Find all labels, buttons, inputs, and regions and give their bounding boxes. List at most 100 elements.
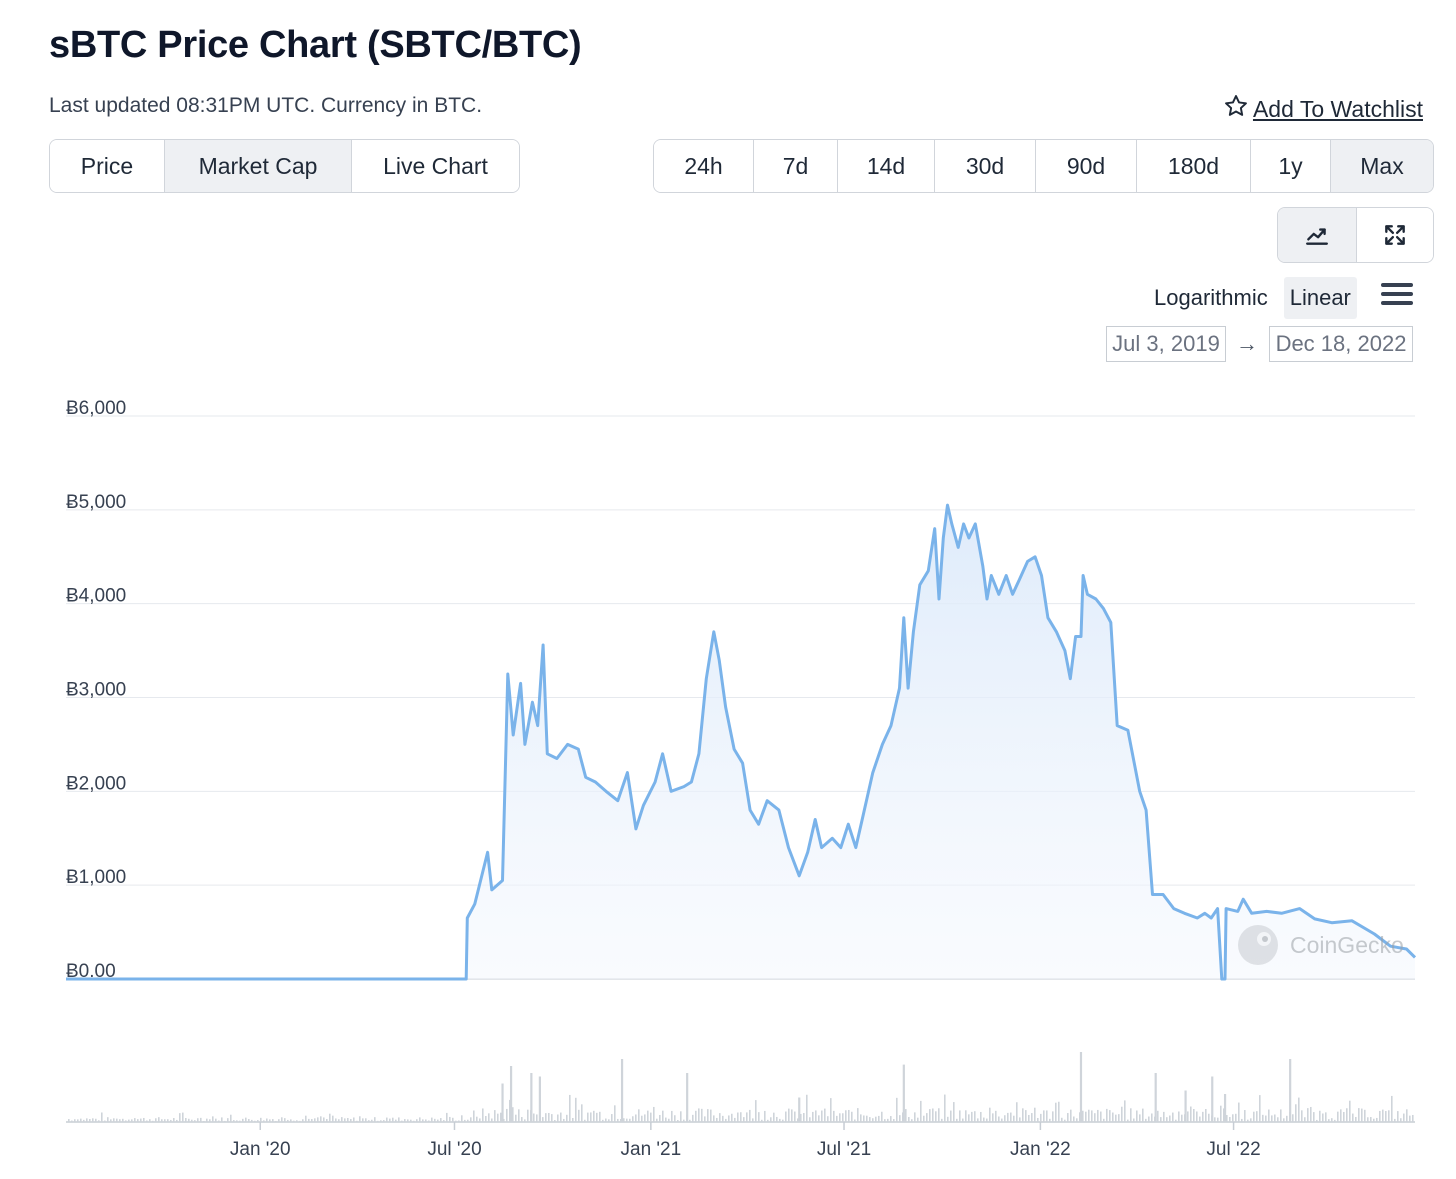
volume-bar <box>320 1116 322 1122</box>
volume-bar <box>1304 1117 1306 1122</box>
volume-bar <box>986 1118 988 1122</box>
volume-bar <box>377 1120 379 1122</box>
volume-bar <box>1196 1111 1198 1122</box>
range-7d[interactable]: 7d <box>754 140 838 192</box>
volume-bar <box>1079 1112 1081 1122</box>
volume-bar <box>1316 1119 1318 1122</box>
volume-bar <box>416 1119 418 1122</box>
range-24h[interactable]: 24h <box>654 140 754 192</box>
volume-bar <box>1349 1100 1351 1122</box>
volume-bar <box>308 1118 310 1122</box>
volume-bar <box>935 1111 937 1122</box>
volume-bar <box>248 1119 250 1122</box>
volume-bar <box>338 1119 340 1122</box>
volume-bar <box>704 1116 706 1122</box>
date-from-input[interactable]: Jul 3, 2019 <box>1106 326 1226 362</box>
tab-market-cap[interactable]: Market Cap <box>165 140 352 192</box>
range-1y[interactable]: 1y <box>1251 140 1331 192</box>
volume-bar <box>1187 1111 1189 1122</box>
volume-bar <box>254 1120 256 1122</box>
volume-bar <box>1238 1102 1240 1122</box>
volume-bar <box>1001 1118 1003 1122</box>
range-max[interactable]: Max <box>1331 140 1433 192</box>
volume-spike <box>1211 1076 1214 1122</box>
volume-bar <box>497 1113 499 1122</box>
volume-bar <box>995 1110 997 1122</box>
volume-bar <box>1217 1117 1219 1122</box>
volume-bar <box>425 1119 427 1122</box>
volume-bar <box>518 1109 520 1122</box>
volume-spike <box>1154 1073 1157 1122</box>
volume-bar <box>548 1112 550 1122</box>
volume-bar <box>1049 1118 1051 1122</box>
volume-bar <box>785 1111 787 1122</box>
date-to-input[interactable]: Dec 18, 2022 <box>1269 326 1413 362</box>
volume-bar <box>383 1120 385 1122</box>
add-to-watchlist-link[interactable]: Add To Watchlist <box>1223 93 1423 125</box>
volume-bar <box>170 1119 172 1122</box>
volume-bar <box>1004 1115 1006 1122</box>
volume-bar <box>977 1118 979 1122</box>
volume-bar <box>68 1119 70 1122</box>
volume-bar <box>218 1120 220 1122</box>
volume-bar <box>356 1120 358 1122</box>
volume-bar <box>695 1110 697 1122</box>
range-90d[interactable]: 90d <box>1036 140 1137 192</box>
volume-bar <box>896 1097 898 1122</box>
range-30d[interactable]: 30d <box>935 140 1036 192</box>
volume-bar <box>473 1110 475 1122</box>
volume-bar <box>1229 1117 1231 1122</box>
volume-bar <box>1340 1109 1342 1122</box>
tab-price[interactable]: Price <box>50 140 165 192</box>
volume-bar <box>590 1112 592 1122</box>
volume-bar <box>413 1120 415 1122</box>
volume-bar <box>524 1119 526 1122</box>
volume-bar <box>1361 1108 1363 1122</box>
volume-bar <box>488 1113 490 1122</box>
volume-bar <box>455 1120 457 1122</box>
y-tick-label: Ƀ0.00 <box>66 961 116 982</box>
volume-bar <box>812 1111 814 1122</box>
volume-bar <box>857 1108 859 1122</box>
volume-bar <box>104 1120 106 1122</box>
range-14d[interactable]: 14d <box>838 140 935 192</box>
volume-bar <box>509 1099 511 1122</box>
volume-bar <box>482 1108 484 1122</box>
volume-bar <box>962 1118 964 1122</box>
volume-bar <box>185 1118 187 1122</box>
volume-bar <box>80 1118 82 1122</box>
volume-bar <box>1034 1107 1036 1122</box>
volume-bar <box>83 1119 85 1122</box>
volume-bar <box>281 1117 283 1122</box>
volume-bar <box>1172 1112 1174 1122</box>
volume-bar <box>659 1114 661 1122</box>
volume-bar <box>299 1120 301 1122</box>
volume-bar <box>347 1117 349 1122</box>
hamburger-menu-icon[interactable] <box>1381 283 1413 309</box>
volume-bar <box>224 1120 226 1122</box>
volume-bar <box>119 1119 121 1122</box>
y-tick-label: Ƀ3,000 <box>66 680 126 701</box>
volume-bar <box>1130 1108 1132 1122</box>
volume-bar <box>761 1119 763 1122</box>
volume-bar <box>158 1117 160 1122</box>
fullscreen-button[interactable] <box>1357 208 1433 262</box>
range-180d[interactable]: 180d <box>1137 140 1251 192</box>
volume-bar <box>1319 1110 1321 1122</box>
tab-live-chart[interactable]: Live Chart <box>352 140 519 192</box>
volume-bar <box>404 1119 406 1122</box>
volume-bar <box>164 1119 166 1122</box>
volume-bar <box>152 1120 154 1122</box>
volume-bar <box>503 1118 505 1122</box>
volume-bar <box>800 1113 802 1122</box>
volume-bar <box>890 1116 892 1122</box>
volume-bar <box>146 1120 148 1122</box>
volume-bar <box>236 1120 238 1122</box>
line-chart-button[interactable] <box>1278 208 1357 262</box>
volume-bar <box>1409 1115 1411 1122</box>
scale-logarithmic[interactable]: Logarithmic <box>1154 285 1268 310</box>
volume-bar <box>239 1120 241 1122</box>
volume-bar <box>272 1119 274 1122</box>
volume-bar <box>674 1115 676 1122</box>
scale-linear[interactable]: Linear <box>1283 277 1357 319</box>
